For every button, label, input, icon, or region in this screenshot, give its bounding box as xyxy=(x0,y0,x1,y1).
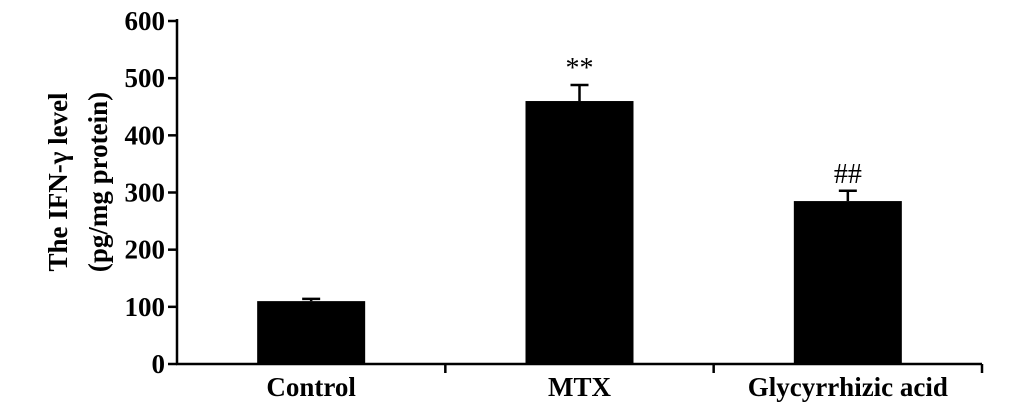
y-tick-label: 400 xyxy=(125,120,166,150)
y-axis-ticks: 0 100 200 300 400 500 600 xyxy=(125,6,177,379)
category-labels: Control MTX Glycyrrhizic acid xyxy=(266,372,948,402)
bar xyxy=(257,301,366,364)
y-axis-title: The IFN-γ level (pg/mg protein) xyxy=(43,92,113,272)
bar xyxy=(793,201,902,364)
y-tick-label: 300 xyxy=(125,178,166,208)
x-tick-label: Control xyxy=(266,372,356,402)
bar xyxy=(525,101,634,365)
y-tick-label: 600 xyxy=(125,6,166,36)
y-axis-title-line1: The IFN-γ level xyxy=(43,92,73,272)
x-axis-ticks xyxy=(444,364,984,373)
x-tick-label: MTX xyxy=(548,372,611,402)
x-tick-label: Glycyrrhizic acid xyxy=(748,372,948,402)
y-tick-label: 200 xyxy=(125,235,166,265)
significance-label: ## xyxy=(834,159,862,190)
y-tick-label: 0 xyxy=(152,349,166,379)
y-axis-title-line2: (pg/mg protein) xyxy=(83,92,113,272)
bars-group: ** ## xyxy=(257,53,902,365)
y-tick-label: 100 xyxy=(125,292,166,322)
y-tick-label: 500 xyxy=(125,63,166,93)
significance-label: ** xyxy=(566,53,594,84)
